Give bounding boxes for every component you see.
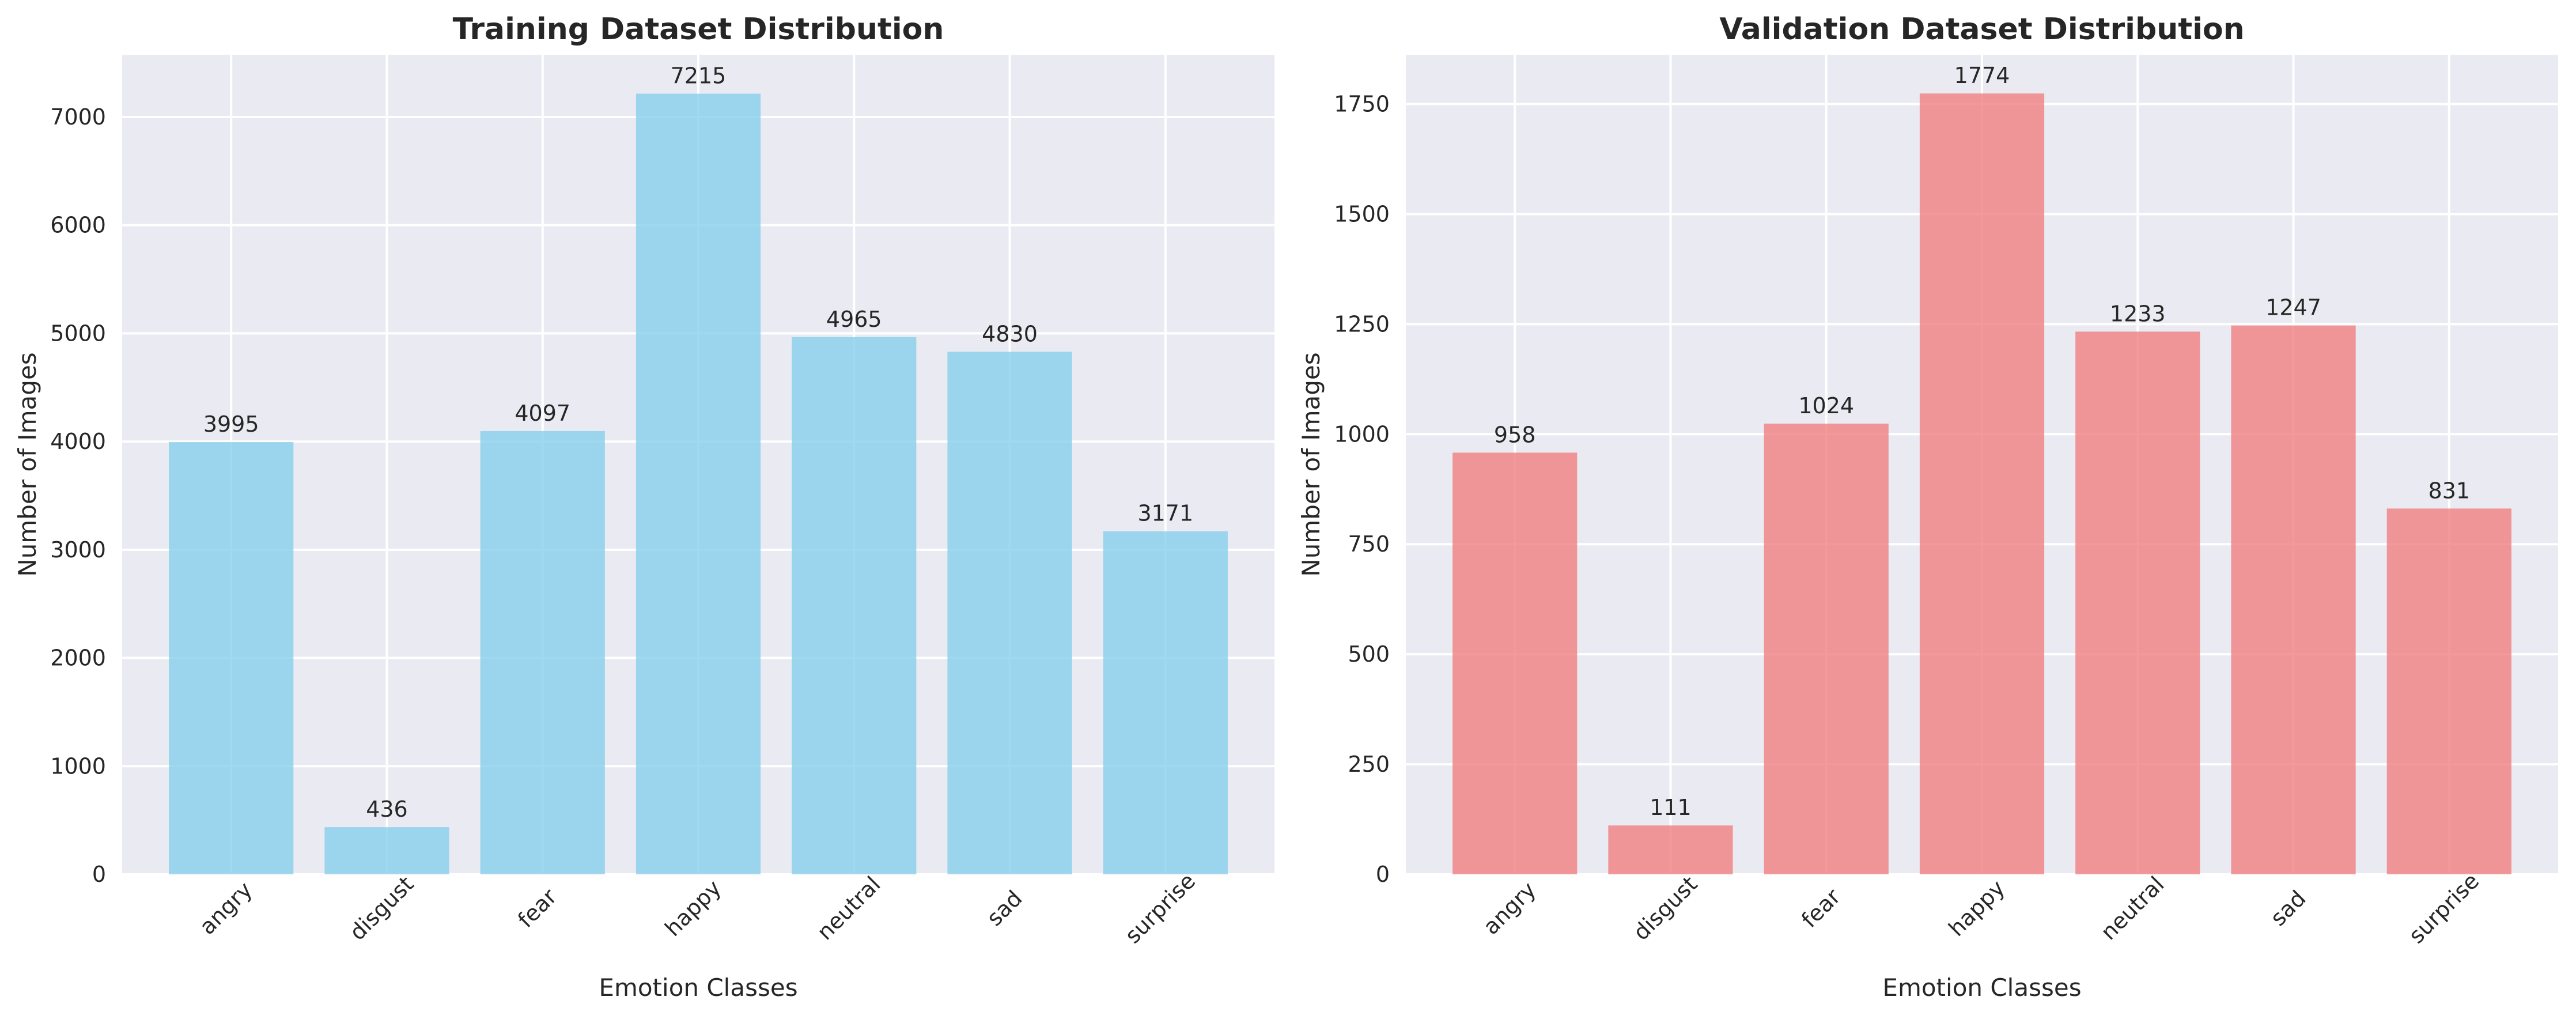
validation-x-tick-label-angry: angry [1478,877,1541,939]
validation-chart-title: Validation Dataset Distribution [1719,12,2244,47]
validation-data-label-disgust: 111 [1650,795,1692,820]
training-x-tick-label-sad: sad [982,885,1027,931]
validation-bars [1452,93,2511,874]
validation-y-ticks: 0 250 500 750 1000 1250 1500 1750 [1334,92,1390,887]
training-x-tick-label-happy: happy [660,875,726,941]
training-data-label-sad: 4830 [982,321,1038,346]
training-bar-fear [480,431,605,874]
validation-y-tick-label: 0 [1376,862,1390,887]
training-chart-panel: Training Dataset Distribution 0 1000 2000 3… [13,12,1274,1002]
training-bar-happy [636,93,761,874]
validation-y-tick-label: 1750 [1334,92,1390,117]
training-y-tick-label: 4000 [50,429,106,454]
training-data-label-angry: 3995 [203,412,259,437]
training-data-label-fear: 4097 [515,401,570,426]
validation-bar-fear [1764,423,1889,874]
training-y-tick-label: 3000 [50,537,106,563]
validation-bar-sad [2231,325,2356,874]
validation-bar-neutral [2075,331,2200,874]
training-x-axis-label: Emotion Classes [599,973,797,1002]
validation-x-tick-label-fear: fear [1796,884,1845,933]
validation-bar-surprise [2386,508,2511,874]
validation-bar-disgust [1608,825,1733,874]
validation-y-tick-label: 1250 [1334,311,1390,337]
training-x-tick-label-angry: angry [195,877,258,939]
training-y-axis-label: Number of Images [13,352,41,576]
validation-data-labels: 958 111 1024 1774 1233 1247 831 [1494,63,2470,820]
training-data-label-neutral: 4965 [826,307,882,332]
training-bar-surprise [1103,531,1228,874]
training-x-tick-label-fear: fear [513,884,562,933]
validation-y-tick-label: 1500 [1334,201,1390,227]
validation-x-ticks: angry disgust fear happy neutral sad surprise [1478,868,2484,948]
training-y-tick-label: 5000 [50,320,106,346]
training-y-tick-label: 7000 [50,104,106,130]
training-x-tick-label-neutral: neutral [812,871,885,945]
validation-x-tick-label-surprise: surprise [2404,868,2484,948]
training-bars [169,93,1228,874]
validation-x-tick-label-disgust: disgust [1628,871,1702,945]
validation-bar-angry [1452,452,1578,874]
training-data-labels: 3995 436 4097 7215 4965 4830 3171 [203,63,1193,822]
validation-data-label-happy: 1774 [1954,63,2010,88]
validation-y-tick-label: 250 [1348,752,1390,777]
training-y-tick-label: 2000 [50,646,106,671]
validation-bar-happy [1919,93,2045,874]
training-bar-angry [169,442,294,874]
validation-x-tick-label-neutral: neutral [2095,871,2169,945]
validation-y-axis-label: Number of Images [1297,352,1325,576]
validation-data-label-surprise: 831 [2429,478,2471,503]
training-x-tick-label-disgust: disgust [345,871,418,945]
validation-x-tick-label-happy: happy [1943,875,2010,941]
validation-y-tick-label: 750 [1348,531,1390,557]
validation-y-tick-label: 1000 [1334,421,1390,447]
validation-data-label-sad: 1247 [2265,295,2321,320]
training-bar-sad [947,352,1072,874]
training-bar-disgust [324,827,449,874]
validation-chart-panel: Validation Dataset Distribution 0 250 500 7… [1297,12,2558,1002]
training-y-tick-label: 1000 [50,753,106,779]
training-x-ticks: angry disgust fear happy neutral sad surprise [195,868,1201,948]
training-data-label-disgust: 436 [366,797,408,822]
validation-data-label-neutral: 1233 [2110,301,2166,326]
training-x-tick-label-surprise: surprise [1120,868,1200,948]
training-y-ticks: 0 1000 2000 3000 4000 5000 6000 7000 [50,104,106,887]
training-y-tick-label: 0 [92,862,106,887]
validation-data-label-angry: 958 [1494,422,1536,447]
training-data-label-surprise: 3171 [1137,501,1193,526]
validation-y-tick-label: 500 [1348,641,1390,667]
training-data-label-happy: 7215 [671,63,727,89]
validation-x-axis-label: Emotion Classes [1882,973,2081,1002]
training-chart-title: Training Dataset Distribution [453,12,944,47]
training-y-tick-label: 6000 [50,213,106,238]
validation-x-tick-label-sad: sad [2265,885,2311,931]
validation-data-label-fear: 1024 [1798,393,1854,418]
training-bar-neutral [792,337,917,874]
